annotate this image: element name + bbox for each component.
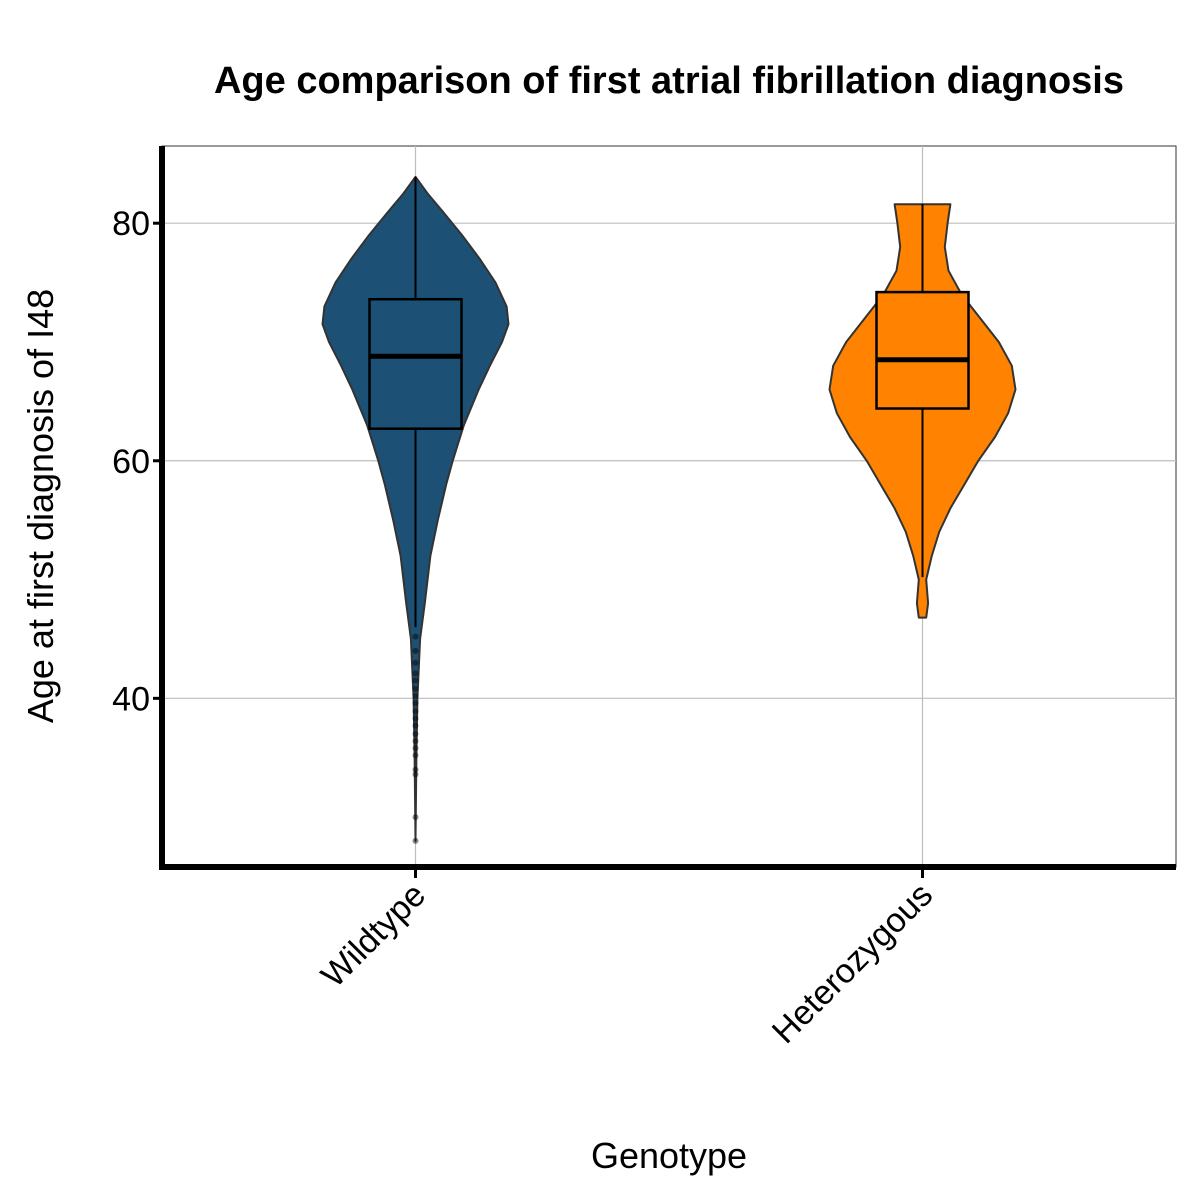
y-axis-ticks: 40 60 80 [112,205,162,718]
boxplot-layer [368,176,970,628]
outlier-point [412,766,419,773]
outlier-point [412,659,419,666]
violin-layer [321,175,1017,842]
outlier-point [412,692,419,699]
outlier-point [412,837,419,844]
outlier-point [412,814,419,821]
outlier-point [412,700,419,707]
y-axis-title: Age at first diagnosis of I48 [20,289,61,723]
outlier-point [412,677,419,684]
y-tick-label: 60 [112,443,150,481]
box-wildtype [368,297,463,430]
outlier-layer [412,633,419,844]
outlier-point [412,722,419,729]
grid-lines [162,146,1176,867]
y-tick-label: 40 [112,680,150,718]
x-axis-ticks: Wildtype Heterozygous [314,867,940,1051]
outlier-point [412,745,419,752]
outlier-point [412,715,419,722]
outlier-point [412,685,419,692]
outlier-point [412,670,419,677]
x-axis-title: Genotype [591,1135,747,1176]
outlier-point [412,752,419,759]
outlier-point [412,738,419,745]
y-tick-label: 80 [112,205,150,243]
chart-title: Age comparison of first atrial fibrillat… [214,60,1124,102]
x-tick-label-heterozygous: Heterozygous [765,876,940,1051]
outlier-point [412,647,419,654]
outlier-point [412,708,419,715]
outlier-point [412,633,419,640]
outlier-point [412,771,419,778]
plot-panel-border [161,145,1177,868]
box-heterozygous [875,290,970,410]
x-tick-label-wildtype: Wildtype [314,876,433,995]
outlier-point [412,730,419,737]
